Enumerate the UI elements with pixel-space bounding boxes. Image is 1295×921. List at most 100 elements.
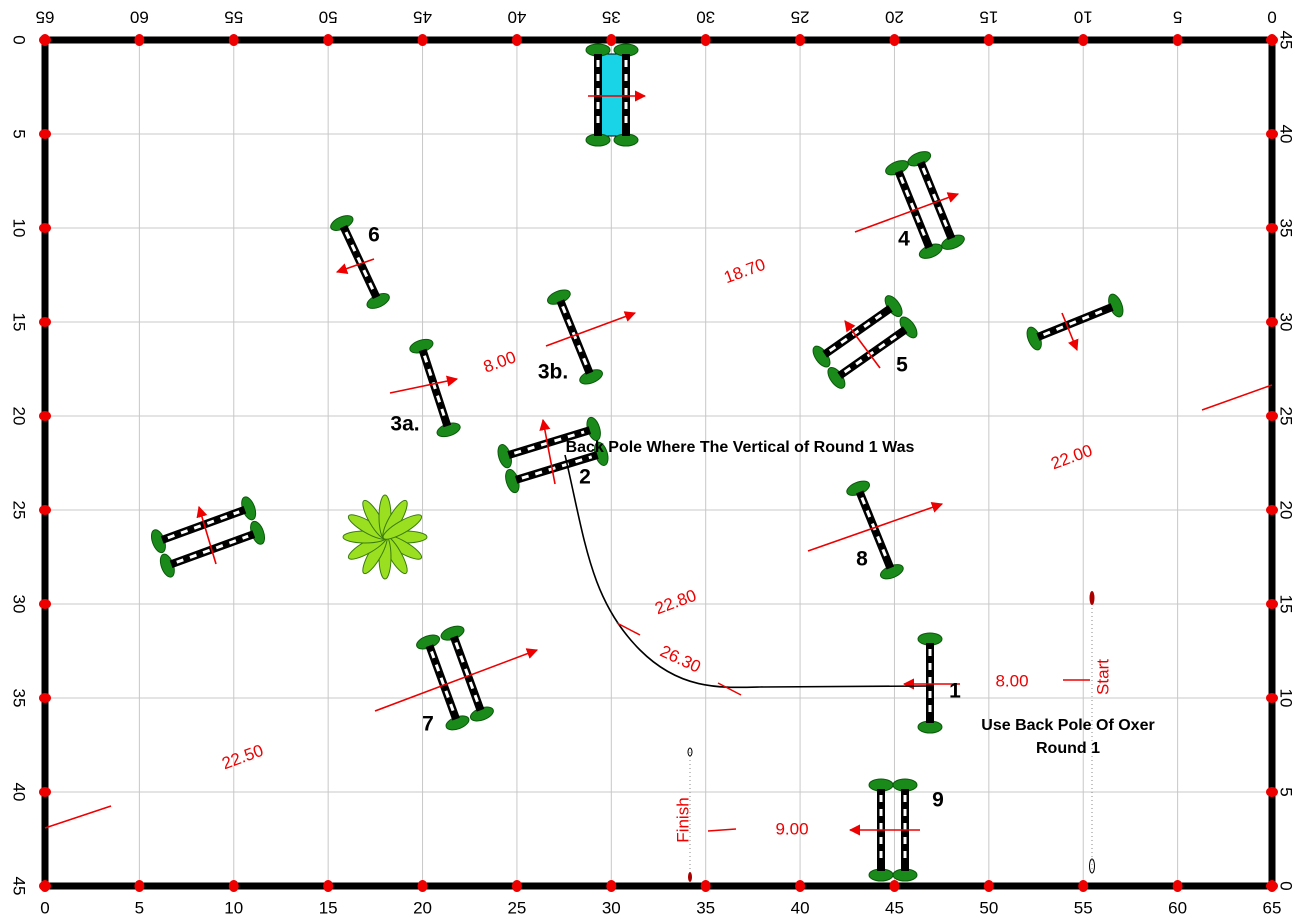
- tick-dot: [39, 317, 51, 327]
- fence-number: 9: [932, 789, 944, 812]
- distance-label: 22.00: [1048, 441, 1094, 473]
- start-post: [1089, 591, 1095, 605]
- tick-dot: [417, 34, 428, 46]
- tick-dot: [511, 34, 522, 46]
- distance-line: [717, 682, 742, 696]
- x-tick-label: 50: [979, 898, 998, 917]
- x-tick-label: 40: [791, 898, 810, 917]
- tick-dot: [323, 880, 334, 892]
- tick-dot: [417, 880, 428, 892]
- x-tick-label-top: 65: [36, 8, 55, 27]
- distance-label: 8.00: [995, 671, 1028, 690]
- fence-number: 4: [898, 228, 910, 251]
- distance-label: 22.80: [652, 586, 698, 618]
- pole-stripe: [860, 496, 890, 564]
- x-tick-label-top: 60: [130, 8, 149, 27]
- tick-dot: [39, 505, 51, 515]
- x-tick-label: 45: [885, 898, 904, 917]
- y-tick-label-right: 40: [1277, 125, 1295, 144]
- fence-number: 3b.: [538, 361, 568, 384]
- note: Back Pole Where The Vertical of Round 1 …: [566, 439, 915, 456]
- x-tick-label-top: 5: [1173, 8, 1182, 27]
- pole-stripe: [828, 310, 887, 353]
- pole-stripe: [454, 642, 480, 706]
- fence: [885, 151, 965, 259]
- x-tick-label: 5: [135, 898, 144, 917]
- distance-line: [616, 622, 641, 636]
- fence-number: 2: [579, 466, 591, 489]
- fence-number: 6: [368, 224, 380, 247]
- distance-label: 8.00: [481, 347, 519, 376]
- distance-line: [44, 805, 112, 829]
- y-tick-label: 10: [10, 219, 29, 238]
- y-tick-label-right: 0: [1277, 881, 1295, 890]
- y-tick-label-right: 25: [1277, 407, 1295, 426]
- fence-number: 5: [896, 354, 908, 377]
- tick-dot: [1172, 34, 1183, 46]
- y-tick-label: 35: [10, 689, 29, 708]
- y-tick-label-right: 30: [1277, 313, 1295, 332]
- tick-dot: [39, 411, 51, 421]
- x-tick-label-top: 20: [885, 8, 904, 27]
- x-tick-label: 65: [1263, 898, 1282, 917]
- x-tick-label: 55: [1074, 898, 1093, 917]
- x-tick-label-top: 35: [602, 8, 621, 27]
- distance-line: [707, 828, 737, 832]
- tick-dot: [1266, 599, 1278, 609]
- tick-dot: [134, 34, 145, 46]
- plant: [342, 494, 428, 580]
- tick-dot: [39, 129, 51, 139]
- tick-dot: [1266, 693, 1278, 703]
- finish-post: [687, 747, 693, 757]
- pole-stripe: [921, 167, 951, 234]
- fence: [416, 625, 494, 731]
- direction-arrow: [539, 418, 556, 485]
- direction-arrow: [389, 375, 459, 394]
- direction-arrow: [545, 311, 637, 347]
- direction-arrow: [374, 648, 539, 712]
- tick-dot: [700, 880, 711, 892]
- pole-stripe: [521, 455, 593, 480]
- x-tick-label: 25: [507, 898, 526, 917]
- tick-dot: [1266, 223, 1278, 233]
- pole: [507, 426, 592, 459]
- pole: [169, 530, 256, 569]
- tick-dot: [39, 223, 51, 233]
- x-tick-label: 30: [602, 898, 621, 917]
- tick-dot: [39, 693, 51, 703]
- fence: [547, 289, 603, 385]
- pole-stripe: [561, 305, 589, 369]
- x-tick-label-top: 25: [791, 8, 810, 27]
- x-tick-label: 20: [413, 898, 432, 917]
- y-tick-label-right: 45: [1277, 31, 1295, 50]
- fence: [585, 43, 639, 147]
- x-tick-label-top: 55: [224, 8, 243, 27]
- finish-label: Finish: [673, 797, 692, 842]
- note: Use Back Pole Of Oxer: [981, 717, 1154, 734]
- fence-number: 1: [949, 680, 961, 703]
- tick-dot: [983, 880, 994, 892]
- y-tick-label: 40: [10, 783, 29, 802]
- pole-stripe: [344, 231, 376, 293]
- y-tick-label: 30: [10, 595, 29, 614]
- distance-label: 9.00: [775, 819, 808, 838]
- tick-dot: [39, 881, 51, 891]
- direction-arrow: [844, 320, 881, 369]
- tick-dot: [700, 34, 711, 46]
- tick-dot: [39, 787, 51, 797]
- distance-label: 22.50: [219, 741, 265, 773]
- direction-arrow: [1061, 312, 1079, 352]
- distance-line: [1201, 384, 1273, 411]
- fence: [917, 632, 943, 734]
- direction-arrow: [196, 505, 217, 565]
- tick-dot: [606, 34, 617, 46]
- pole: [514, 451, 599, 484]
- y-tick-label: 25: [10, 501, 29, 520]
- tick-dot: [1078, 880, 1089, 892]
- direction-arrow: [807, 502, 944, 552]
- finish-post: [688, 872, 692, 882]
- tick-dot: [1266, 35, 1278, 45]
- distance-label: 18.70: [721, 255, 767, 287]
- water: [597, 53, 627, 137]
